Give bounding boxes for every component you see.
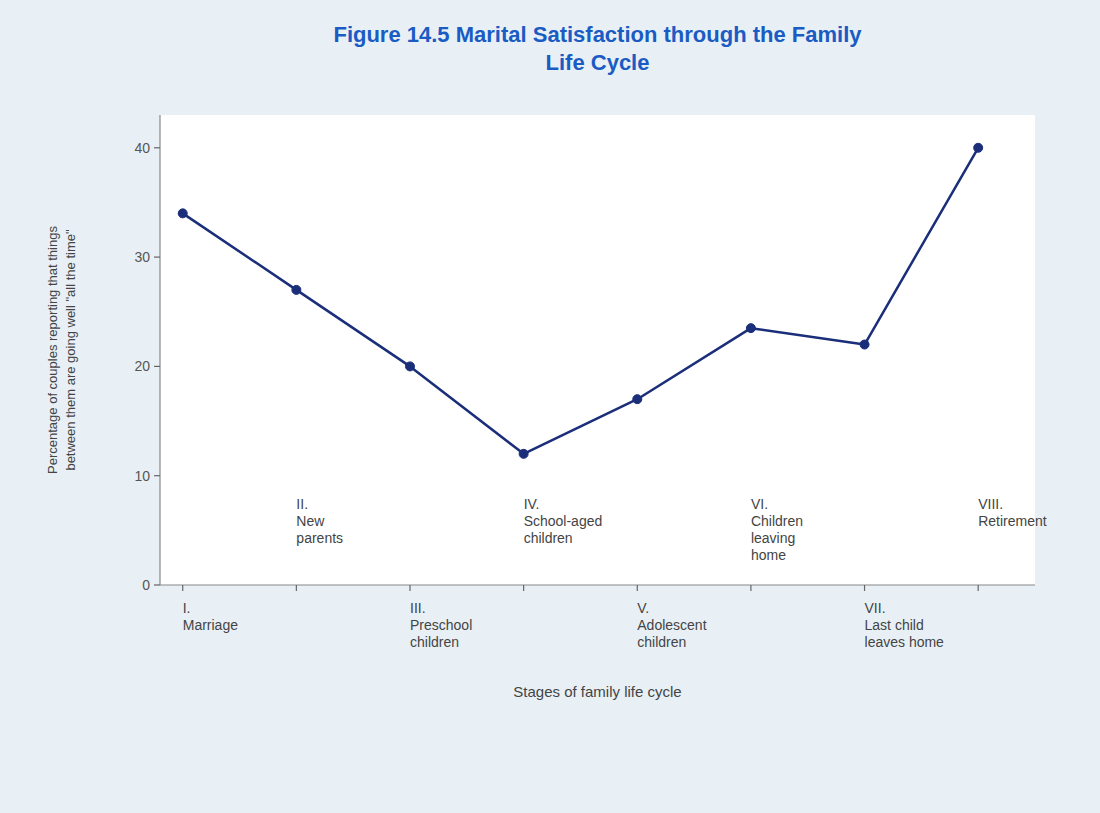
x-tick: [182, 585, 183, 591]
chart-svg: Figure 14.5 Marital Satisfaction through…: [0, 0, 1100, 813]
x-tick: [978, 585, 979, 591]
x-axis-label: Stages of family life cycle: [513, 683, 681, 700]
y-tick: [154, 584, 160, 585]
text-line: New: [296, 513, 325, 529]
text-line: between them are going well "all the tim…: [63, 229, 78, 471]
stage-label: VI.Childrenleavinghome: [751, 496, 803, 563]
stage-label: I.Marriage: [183, 600, 238, 633]
text-line: Percentage of couples reporting that thi…: [45, 226, 60, 474]
y-tick-label: 30: [134, 249, 150, 265]
line: [183, 148, 978, 454]
marker: [519, 449, 528, 458]
stage-label: II.Newparents: [296, 496, 343, 546]
y-axis-label: Percentage of couples reporting that thi…: [45, 226, 78, 474]
text-line: VII.: [865, 600, 886, 616]
text-line: Figure 14.5 Marital Satisfaction through…: [333, 22, 862, 47]
stage-label: VII.Last childleaves home: [865, 600, 945, 650]
text-line: Marriage: [183, 617, 238, 633]
background: [0, 0, 1100, 813]
plot-data: [178, 143, 982, 458]
text-line: children: [637, 634, 686, 650]
y-tick: [154, 256, 160, 257]
y-tick-label: 10: [134, 468, 150, 484]
y-axis-line: [159, 115, 160, 585]
marker: [292, 285, 301, 294]
marker: [746, 324, 755, 333]
text-line: III.: [410, 600, 426, 616]
y-tick-label: 20: [134, 358, 150, 374]
stage-label: IV.School-agedchildren: [524, 496, 603, 546]
marker: [974, 143, 983, 152]
text-line: VI.: [751, 496, 768, 512]
y-tick-label: 40: [134, 140, 150, 156]
text-line: Preschool: [410, 617, 472, 633]
x-tick: [864, 585, 865, 591]
text-line: V.: [637, 600, 649, 616]
text-line: I.: [183, 600, 191, 616]
text-line: leaving: [751, 530, 795, 546]
text-line: II.: [296, 496, 308, 512]
y-tick: [154, 475, 160, 476]
chart-container: Figure 14.5 Marital Satisfaction through…: [0, 0, 1100, 813]
text-line: Retirement: [978, 513, 1047, 529]
x-tick: [523, 585, 524, 591]
text-line: Adolescent: [637, 617, 706, 633]
stage-label: III.Preschoolchildren: [410, 600, 472, 650]
text-line: VIII.: [978, 496, 1003, 512]
marker: [406, 362, 415, 371]
x-tick: [296, 585, 297, 591]
text-line: Last child: [865, 617, 924, 633]
text-line: children: [410, 634, 459, 650]
y-tick-label: 0: [142, 577, 150, 593]
x-tick: [750, 585, 751, 591]
text-line: Children: [751, 513, 803, 529]
text-line: Life Cycle: [546, 50, 650, 75]
stage-label: VIII.Retirement: [978, 496, 1047, 529]
title: Figure 14.5 Marital Satisfaction through…: [333, 22, 862, 75]
stage-label: V.Adolescentchildren: [637, 600, 706, 650]
x-tick: [637, 585, 638, 591]
y-tick: [154, 366, 160, 367]
marker: [178, 209, 187, 218]
text-line: leaves home: [865, 634, 945, 650]
text-line: parents: [296, 530, 343, 546]
text-line: home: [751, 547, 786, 563]
marker: [633, 395, 642, 404]
text-line: children: [524, 530, 573, 546]
text-line: IV.: [524, 496, 540, 512]
text-line: School-aged: [524, 513, 603, 529]
x-axis-line: [160, 584, 1035, 585]
y-tick: [154, 147, 160, 148]
x-tick: [409, 585, 410, 591]
plot-background: [160, 115, 1035, 585]
marker: [860, 340, 869, 349]
